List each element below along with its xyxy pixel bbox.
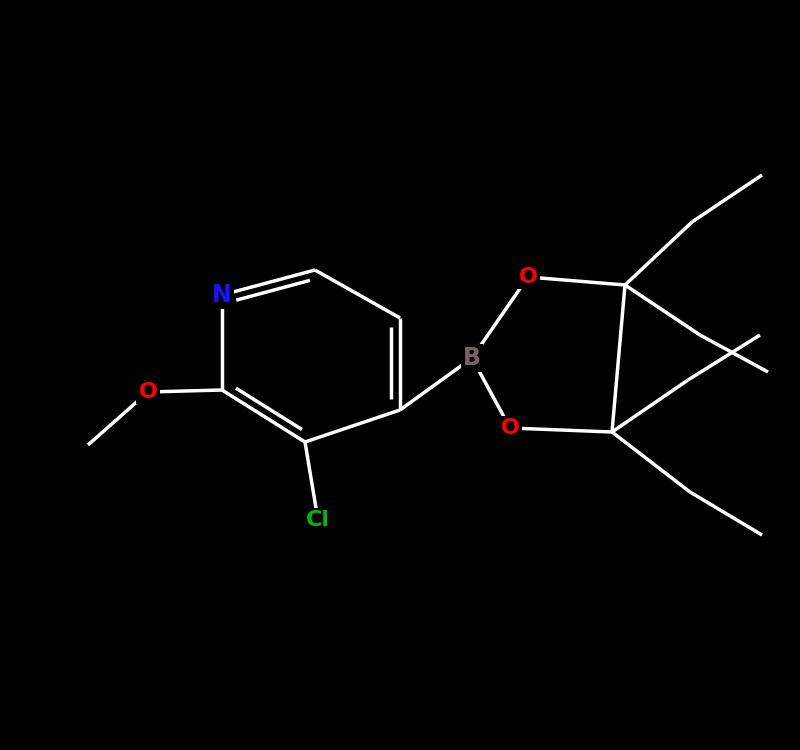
Text: Cl: Cl [306, 510, 330, 530]
Text: O: O [518, 267, 538, 287]
Text: O: O [138, 382, 158, 402]
Text: O: O [518, 267, 538, 287]
Text: B: B [463, 346, 481, 370]
Text: O: O [138, 382, 158, 402]
Text: Cl: Cl [306, 510, 330, 530]
Text: N: N [212, 283, 232, 307]
Text: N: N [212, 283, 232, 307]
Text: O: O [501, 418, 519, 438]
Text: O: O [501, 418, 519, 438]
Text: B: B [463, 346, 481, 370]
